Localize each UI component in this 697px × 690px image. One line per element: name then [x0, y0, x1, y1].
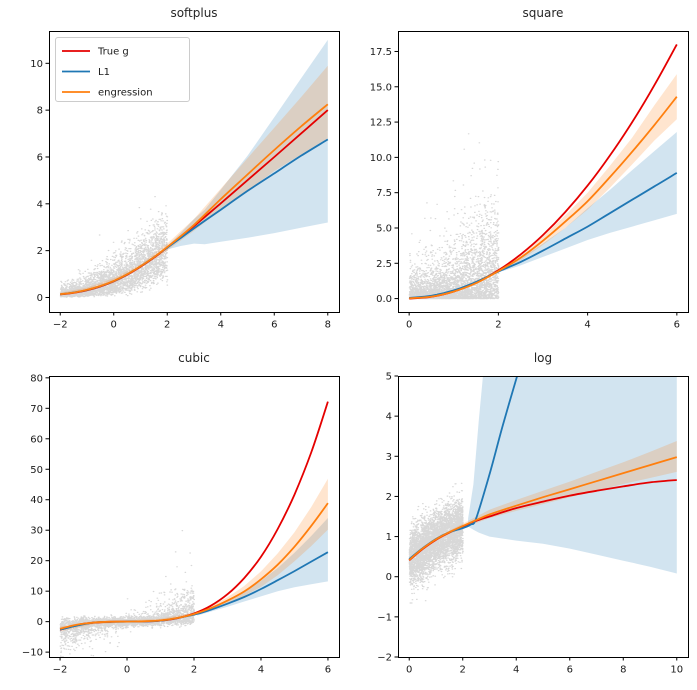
band-l1-band — [167, 39, 328, 250]
line-engression — [409, 96, 678, 300]
x-axis: −2 0 2 4 6 8 — [53, 312, 331, 331]
y-tick-label: 0 — [386, 572, 392, 583]
axes-frame — [49, 31, 340, 313]
y-tick-label: 30 — [30, 526, 43, 537]
plot-area — [408, 43, 678, 300]
square-plot-canvas: 0 2 4 6 0.0 2.5 5.0 7.5 10.0 12.5 15.0 17.5 — [370, 31, 689, 331]
y-tick-label: 50 — [30, 465, 43, 476]
x-tick-label: 4 — [218, 320, 224, 331]
y-tick-label: 6 — [37, 152, 43, 163]
y-axis: 0 2 4 6 8 10 — [30, 59, 49, 304]
y-axis: −10 0 10 20 30 40 50 60 70 80 — [22, 373, 49, 659]
plot-title-log: log — [533, 351, 553, 365]
x-axis: −2 0 2 4 6 — [53, 657, 331, 676]
y-tick-label: 80 — [30, 373, 43, 384]
legend-label: L1 — [98, 67, 110, 78]
y-tick-label: 2.5 — [376, 259, 392, 270]
y-tick-label: 15.0 — [370, 82, 392, 93]
x-tick-label: 4 — [258, 665, 264, 676]
y-tick-label: 5 — [386, 372, 392, 383]
x-tick-label: −2 — [53, 320, 68, 331]
y-tick-label: 20 — [30, 556, 43, 567]
x-tick-label: 2 — [495, 320, 501, 331]
x-tick-label: 6 — [674, 320, 680, 331]
x-tick-label: 8 — [620, 665, 626, 676]
line-engression — [60, 103, 329, 296]
x-tick-label: 0 — [111, 320, 117, 331]
y-tick-label: 40 — [30, 495, 43, 506]
line-engression — [408, 456, 678, 561]
x-axis: 0 2 4 6 — [406, 312, 680, 331]
subplot-softplus: softplus −2 0 2 4 6 8 0 2 4 6 8 10 True g L1 engressio… — [0, 0, 348, 345]
y-tick-label: 4 — [386, 412, 392, 423]
band-l1-band — [468, 376, 677, 574]
plot-area — [59, 401, 329, 657]
y-tick-label: 0.0 — [376, 294, 392, 305]
y-tick-label: 10.0 — [370, 153, 392, 164]
y-tick-label: 8 — [37, 106, 43, 117]
x-tick-label: 4 — [513, 665, 519, 676]
y-axis: 0.0 2.5 5.0 7.5 10.0 12.5 15.0 17.5 — [370, 47, 398, 305]
subplot-log: log 0 2 4 6 8 10 −2 −1 0 1 2 3 4 5 — [349, 345, 697, 690]
x-tick-label: 6 — [567, 665, 573, 676]
y-tick-label: −10 — [22, 648, 43, 659]
y-tick-label: 12.5 — [370, 118, 392, 129]
legend: True g L1 engression — [55, 37, 190, 102]
y-tick-label: 4 — [37, 199, 43, 210]
y-tick-label: 0 — [37, 293, 43, 304]
x-tick-label: 0 — [124, 665, 130, 676]
x-tick-label: 6 — [325, 665, 331, 676]
x-tick-label: 4 — [584, 320, 590, 331]
log-plot-canvas: 0 2 4 6 8 10 −2 −1 0 1 2 3 4 5 — [377, 372, 689, 676]
scatter-points — [408, 133, 500, 300]
line-engression — [59, 502, 329, 630]
y-tick-label: 3 — [386, 452, 392, 463]
line-l1 — [409, 172, 678, 299]
x-tick-label: 0 — [406, 320, 412, 331]
plot-title-square: square — [522, 6, 564, 20]
y-tick-label: 7.5 — [376, 188, 392, 199]
y-tick-label: 5.0 — [376, 223, 392, 234]
band-l1-band — [502, 132, 677, 272]
y-tick-label: 1 — [386, 532, 392, 543]
plot-title-cubic: cubic — [178, 351, 210, 365]
plot-area — [59, 39, 329, 298]
y-axis: −2 −1 0 1 2 3 4 5 — [377, 372, 398, 664]
y-tick-label: −2 — [377, 653, 392, 664]
softplus-plot-canvas: −2 0 2 4 6 8 0 2 4 6 8 10 True g L1 engression — [30, 31, 340, 331]
x-tick-label: 8 — [325, 320, 331, 331]
scatter-points — [408, 482, 464, 604]
legend-label: engression — [98, 88, 153, 99]
y-tick-label: 17.5 — [370, 47, 392, 58]
subplot-cubic: cubic −2 0 2 4 6 −10 0 10 20 30 40 50 60 70 80 — [0, 345, 348, 690]
cubic-plot-canvas: −2 0 2 4 6 −10 0 10 20 30 40 50 60 70 80 — [22, 373, 340, 676]
y-tick-label: 2 — [37, 246, 43, 257]
y-tick-label: −1 — [377, 612, 392, 623]
legend-frame — [55, 37, 190, 102]
x-tick-label: 2 — [164, 320, 170, 331]
y-tick-label: 0 — [37, 617, 43, 628]
y-tick-label: 10 — [30, 59, 43, 70]
y-tick-label: 70 — [30, 404, 43, 415]
subplot-square: square 0 2 4 6 0.0 2.5 5.0 7.5 10.0 12.5 15.0 17.5 — [349, 0, 697, 345]
x-tick-label: 6 — [271, 320, 277, 331]
axes-frame — [398, 376, 689, 658]
legend-label: True g — [97, 47, 129, 58]
y-tick-label: 60 — [30, 434, 43, 445]
axes-frame — [398, 31, 689, 313]
y-tick-label: 2 — [386, 492, 392, 503]
x-tick-label: 0 — [406, 665, 412, 676]
plot-title-softplus: softplus — [170, 6, 218, 20]
x-tick-label: 10 — [670, 665, 683, 676]
x-tick-label: 2 — [460, 665, 466, 676]
x-tick-label: −2 — [53, 665, 68, 676]
y-tick-label: 10 — [30, 587, 43, 598]
x-tick-label: 2 — [191, 665, 197, 676]
x-axis: 0 2 4 6 8 10 — [406, 657, 683, 676]
plot-area — [408, 376, 678, 604]
